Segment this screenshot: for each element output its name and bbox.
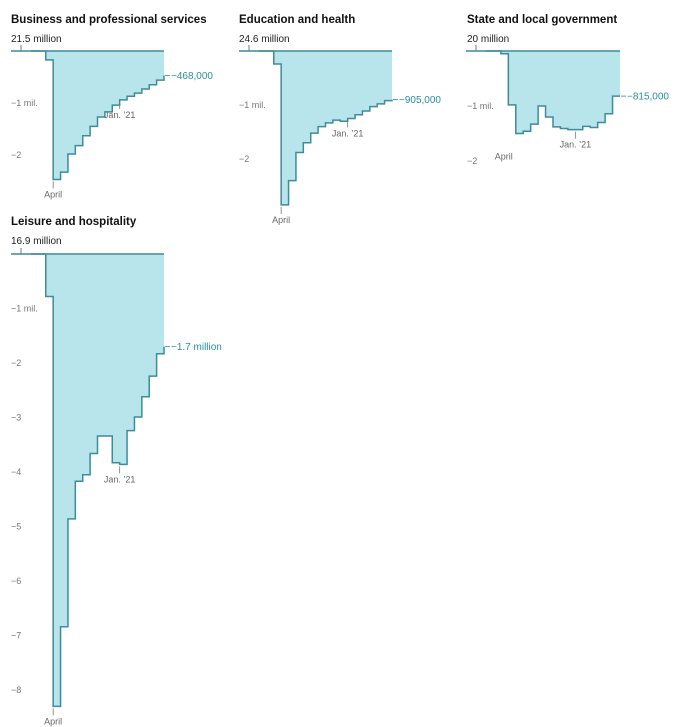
- marker-label: Jan. ’21: [104, 474, 136, 484]
- chart-title: Leisure and hospitality: [11, 216, 137, 228]
- chart-panel: Business and professional services 21.5 m…: [11, 14, 213, 199]
- y-tick-label: −1 mil.: [11, 304, 38, 314]
- baseline-label: 16.9 million: [11, 236, 62, 247]
- chart-title: Education and health: [239, 14, 355, 26]
- y-tick-label: −5: [11, 522, 21, 532]
- end-value-label: −1.7 million: [171, 342, 222, 353]
- y-tick-label: −2: [239, 154, 249, 164]
- chart-panel: Education and health 24.6 million −1 mil. −…: [239, 14, 441, 225]
- series-step-line: [259, 50, 393, 206]
- area-fill: [31, 254, 164, 707]
- series-step-line: [486, 50, 620, 135]
- baseline-label: 20 million: [467, 34, 509, 45]
- end-value-label: −905,000: [399, 95, 441, 106]
- y-tick-label: −8: [11, 685, 21, 695]
- area-fill: [486, 51, 620, 134]
- marker-label: April: [44, 716, 62, 726]
- y-tick-label: −7: [11, 631, 21, 641]
- y-tick-label: −4: [11, 467, 21, 477]
- marker-label: April: [495, 152, 513, 162]
- chart-title: Business and professional services: [11, 14, 207, 26]
- area-fill: [259, 51, 392, 205]
- chart-title: State and local government: [467, 14, 617, 26]
- end-value-label: −815,000: [627, 92, 669, 103]
- y-tick-label: −3: [11, 413, 21, 423]
- y-tick-label: −1 mil.: [467, 101, 494, 111]
- y-tick-label: −1 mil.: [239, 100, 266, 110]
- y-tick-label: −2: [11, 358, 21, 368]
- y-tick-label: −1 mil.: [11, 98, 38, 108]
- y-tick-label: −6: [11, 576, 21, 586]
- chart-panel: State and local government 20 million −1 m…: [466, 14, 669, 166]
- end-value-label: −468,000: [171, 71, 213, 82]
- marker-label: April: [272, 215, 290, 225]
- marker-label: Jan. ’21: [104, 110, 136, 120]
- series-step-line: [31, 50, 165, 181]
- series-step-line: [31, 253, 165, 708]
- baseline-label: 24.6 million: [239, 34, 290, 45]
- marker-label: Jan. ’21: [560, 140, 592, 150]
- y-tick-label: −2: [11, 150, 21, 160]
- y-tick-label: −2: [467, 156, 477, 166]
- marker-label: April: [44, 189, 62, 199]
- baseline-label: 21.5 million: [11, 34, 62, 45]
- chart-panel: Leisure and hospitality 16.9 million −1 mi…: [11, 216, 222, 726]
- marker-label: Jan. ’21: [332, 129, 364, 139]
- area-fill: [31, 51, 164, 180]
